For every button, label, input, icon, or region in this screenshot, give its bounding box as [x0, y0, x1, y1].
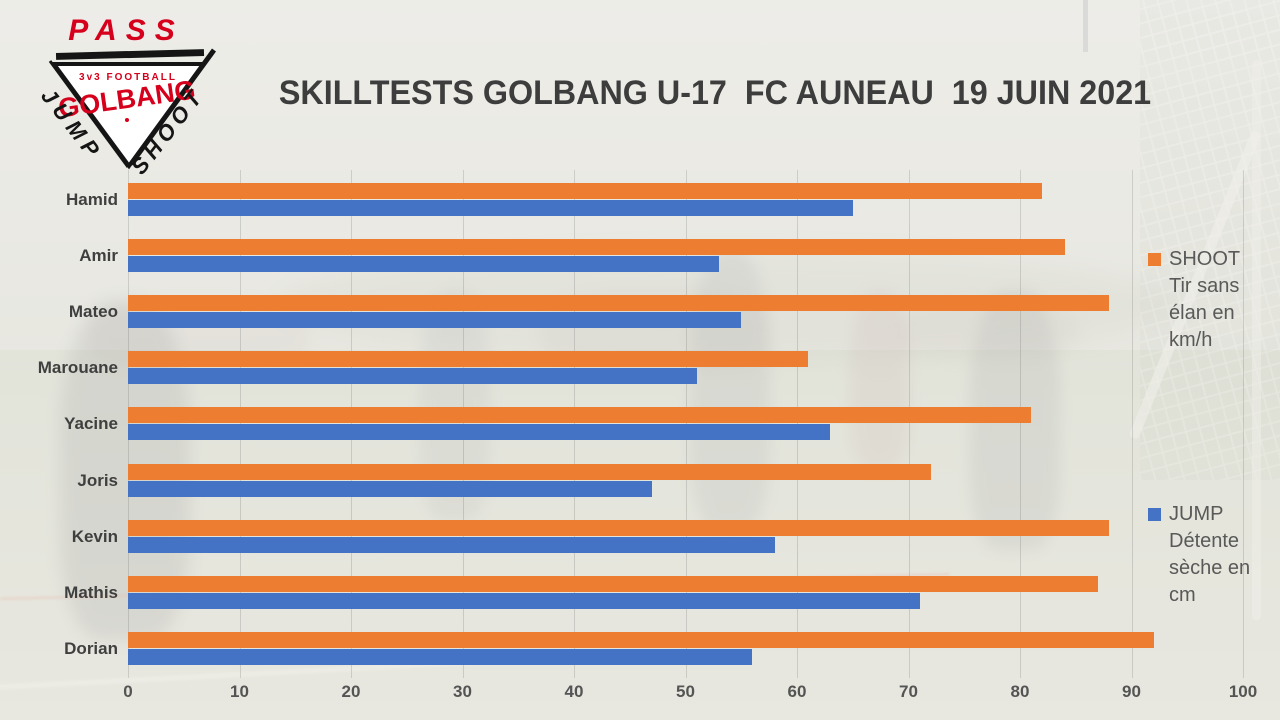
- jump-legend-swatch: [1148, 508, 1161, 521]
- gridline-80: [1020, 170, 1021, 678]
- bar-jump-mateo: [128, 312, 742, 329]
- gridline-100: [1243, 170, 1244, 678]
- x-axis-tick-label-100: 100: [1228, 682, 1258, 701]
- bar-jump-kevin: [128, 536, 775, 553]
- x-axis-tick-label-20: 20: [341, 682, 361, 701]
- logo-check-stroke: [128, 48, 217, 166]
- bar-shoot-dorian: [128, 631, 1154, 648]
- gridline-30: [462, 170, 464, 678]
- bar-shoot-kevin: [128, 519, 1110, 536]
- bar-jump-dorian: [128, 648, 753, 665]
- slide-title: SKILLTESTS GOLBANG U-17 FC AUNEAU 19 JUI…: [278, 74, 1152, 112]
- x-axis-tick-label-0: 0: [123, 682, 133, 701]
- bar-jump-marouane: [128, 368, 697, 385]
- logo-sketch-stroke: [48, 60, 130, 168]
- bar-jump-joris: [128, 480, 653, 497]
- x-axis-tick-label-80: 80: [1010, 682, 1030, 701]
- gridline-50: [685, 170, 687, 678]
- x-axis-tick-label-30: 30: [453, 682, 472, 701]
- category-label-amir: Amir: [79, 246, 118, 266]
- gridline-0: [128, 170, 129, 678]
- category-label-joris: Joris: [77, 470, 118, 490]
- bar-shoot-marouane: [128, 351, 809, 368]
- bar-shoot-yacine: [128, 407, 1032, 424]
- shoot-legend-swatch: [1148, 253, 1161, 266]
- bar-jump-mathis: [128, 592, 920, 609]
- category-label-mathis: Mathis: [64, 582, 118, 602]
- bar-shoot-mateo: [128, 295, 1110, 312]
- bar-shoot-amir: [128, 239, 1065, 256]
- x-axis-tick-label-10: 10: [230, 682, 249, 701]
- gridline-70: [908, 170, 910, 678]
- golbang-club-logo: PASS 3v3 FOOTBALL GOLBANG JUMP SHOOT: [36, 14, 217, 179]
- gridline-40: [574, 170, 575, 678]
- x-axis-tick-label-50: 50: [676, 682, 695, 701]
- x-axis-tick-label-40: 40: [564, 682, 584, 701]
- bar-shoot-mathis: [128, 575, 1099, 592]
- category-label-dorian: Dorian: [64, 638, 118, 658]
- category-label-marouane: Marouane: [37, 358, 118, 378]
- shoot-legend-label: SHOOT Tir sans élan en km/h: [1169, 248, 1241, 351]
- legend-shoot: SHOOT Tir sans élan en km/h: [1148, 246, 1268, 354]
- bar-jump-yacine: [128, 424, 831, 441]
- bar-shoot-hamid: [128, 183, 1043, 199]
- category-label-hamid: Hamid: [66, 190, 118, 209]
- bar-jump-amir: [128, 256, 719, 273]
- bar-jump-hamid: [128, 200, 853, 216]
- logo-league-text: 3v3 FOOTBALL: [79, 72, 177, 83]
- logo-trademark-dot: [125, 118, 129, 122]
- category-label-kevin: Kevin: [71, 526, 118, 546]
- gridline-90: [1131, 170, 1133, 678]
- bar-shoot-joris: [128, 463, 931, 480]
- legend-jump: JUMP Détente sèche en cm: [1148, 501, 1268, 609]
- category-label-yacine: Yacine: [64, 414, 118, 434]
- gridline-20: [351, 170, 352, 678]
- x-axis-tick-label-90: 90: [1122, 682, 1141, 701]
- x-axis-tick-label-60: 60: [787, 682, 807, 701]
- logo-brush-stroke: [55, 49, 205, 60]
- logo-pass-text: PASS: [68, 14, 183, 47]
- x-axis-tick-label-70: 70: [899, 682, 918, 701]
- jump-legend-label: JUMP Détente sèche en cm: [1169, 503, 1251, 606]
- gridline-10: [239, 170, 241, 678]
- category-label-mateo: Mateo: [68, 302, 118, 322]
- gridline-60: [797, 170, 798, 678]
